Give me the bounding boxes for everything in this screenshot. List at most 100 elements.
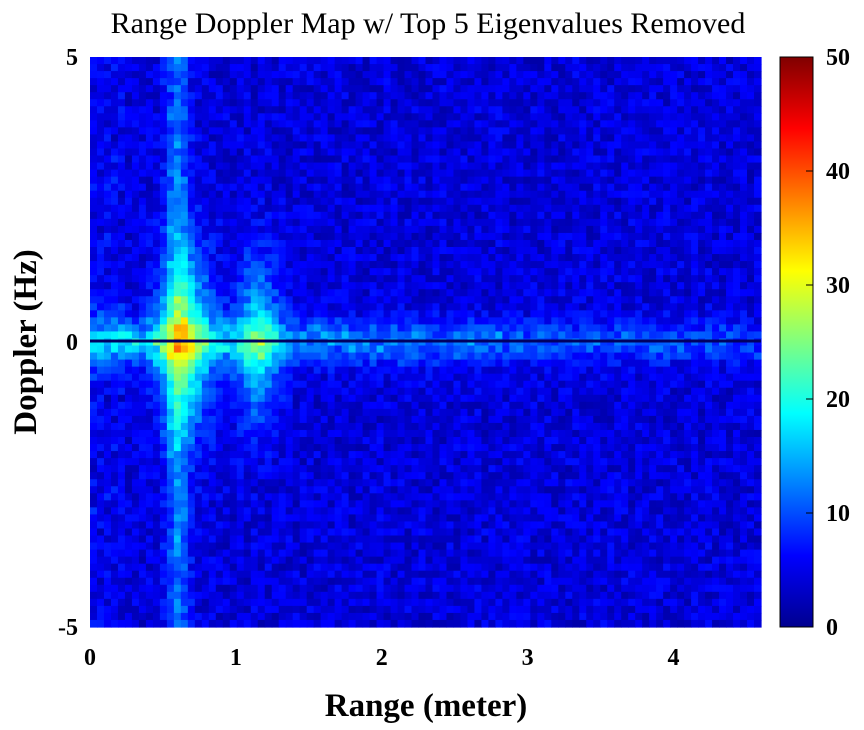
- heatmap-cell: [103, 183, 112, 192]
- heatmap-cell: [516, 345, 524, 354]
- heatmap-cell: [138, 366, 147, 375]
- heatmap-cell: [90, 317, 98, 326]
- heatmap-cell: [509, 387, 517, 396]
- heatmap-cell: [509, 563, 517, 572]
- heatmap-cell: [222, 605, 231, 614]
- heatmap-cell: [488, 261, 496, 269]
- heatmap-cell: [481, 563, 490, 572]
- heatmap-cell: [257, 261, 266, 269]
- heatmap-cell: [236, 514, 245, 523]
- heatmap-cell: [502, 176, 510, 185]
- heatmap-cell: [397, 289, 406, 297]
- heatmap-cell: [271, 486, 280, 494]
- heatmap-cell: [145, 451, 154, 459]
- heatmap-cell: [271, 479, 280, 487]
- heatmap-cell: [243, 155, 252, 164]
- heatmap-cell: [152, 619, 161, 628]
- heatmap-cell: [474, 247, 483, 255]
- heatmap-cell: [362, 507, 371, 516]
- heatmap-cell: [194, 64, 203, 72]
- heatmap-cell: [117, 289, 126, 297]
- heatmap-cell: [222, 429, 231, 438]
- heatmap-cell: [306, 563, 315, 572]
- heatmap-cell: [271, 570, 280, 579]
- heatmap-cell: [460, 64, 469, 72]
- heatmap-cell: [467, 141, 476, 150]
- heatmap-cell: [397, 352, 406, 361]
- heatmap-cell: [103, 120, 112, 128]
- heatmap-cell: [229, 500, 238, 508]
- heatmap-cell: [152, 310, 161, 318]
- heatmap-cell: [187, 99, 196, 107]
- heatmap-cell: [159, 134, 168, 143]
- heatmap-cell: [292, 134, 301, 143]
- heatmap-cell: [285, 437, 294, 445]
- heatmap-cell: [271, 190, 280, 199]
- heatmap-cell: [299, 479, 308, 487]
- heatmap-cell: [390, 437, 399, 445]
- heatmap-cell: [334, 345, 343, 354]
- heatmap-cell: [334, 408, 343, 417]
- heatmap-cell: [124, 310, 133, 318]
- heatmap-cell: [145, 584, 154, 593]
- heatmap-cell: [453, 232, 462, 241]
- heatmap-cell: [243, 247, 252, 255]
- heatmap-cell: [355, 359, 364, 368]
- heatmap-cell: [432, 296, 441, 304]
- heatmap-cell: [159, 127, 168, 136]
- heatmap-cell: [334, 612, 343, 621]
- heatmap-cell: [474, 479, 483, 487]
- heatmap-cell: [383, 120, 392, 128]
- heatmap-cell: [481, 577, 490, 586]
- heatmap-cell: [173, 535, 182, 544]
- heatmap-cell: [432, 57, 441, 65]
- heatmap-cell: [271, 197, 280, 206]
- heatmap-cell: [90, 514, 98, 523]
- heatmap-cell: [201, 373, 210, 382]
- heatmap-cell: [292, 204, 301, 213]
- heatmap-cell: [502, 239, 510, 248]
- heatmap-cell: [509, 422, 517, 431]
- heatmap-cell: [411, 514, 420, 523]
- heatmap-cell: [495, 113, 503, 121]
- heatmap-cell: [411, 211, 420, 220]
- heatmap-cell: [110, 465, 119, 473]
- heatmap-cell: [243, 359, 252, 368]
- heatmap-cell: [313, 429, 322, 438]
- heatmap-cell: [187, 296, 196, 304]
- heatmap-cell: [180, 204, 189, 213]
- heatmap-cell: [397, 373, 406, 382]
- heatmap-cell: [509, 549, 517, 558]
- heatmap-cell: [369, 387, 378, 396]
- heatmap-cell: [278, 451, 287, 459]
- heatmap-cell: [236, 366, 245, 375]
- heatmap-cell: [110, 176, 119, 185]
- heatmap-cell: [313, 472, 322, 480]
- heatmap-cell: [495, 422, 503, 431]
- heatmap-cell: [229, 514, 238, 523]
- heatmap-cell: [285, 218, 294, 227]
- heatmap-cell: [124, 542, 133, 551]
- heatmap-cell: [432, 148, 441, 157]
- heatmap-cell: [383, 549, 392, 558]
- heatmap-cell: [131, 591, 140, 600]
- heatmap-cell: [292, 352, 301, 361]
- heatmap-cell: [348, 458, 357, 466]
- heatmap-cell: [138, 303, 147, 311]
- heatmap-cell: [264, 500, 273, 508]
- heatmap-cell: [362, 310, 371, 318]
- heatmap-cell: [404, 289, 413, 297]
- heatmap-cell: [306, 176, 315, 185]
- heatmap-cell: [453, 141, 462, 150]
- heatmap-cell: [460, 113, 469, 121]
- heatmap-cell: [334, 162, 343, 171]
- heatmap-cell: [152, 437, 161, 445]
- heatmap-cell: [397, 507, 406, 516]
- heatmap-cell: [474, 563, 483, 572]
- heatmap-cell: [516, 422, 524, 431]
- heatmap-cell: [243, 310, 252, 318]
- heatmap-cell: [313, 85, 322, 93]
- heatmap-cell: [145, 373, 154, 382]
- heatmap-cell: [432, 78, 441, 86]
- heatmap-cell: [509, 85, 517, 93]
